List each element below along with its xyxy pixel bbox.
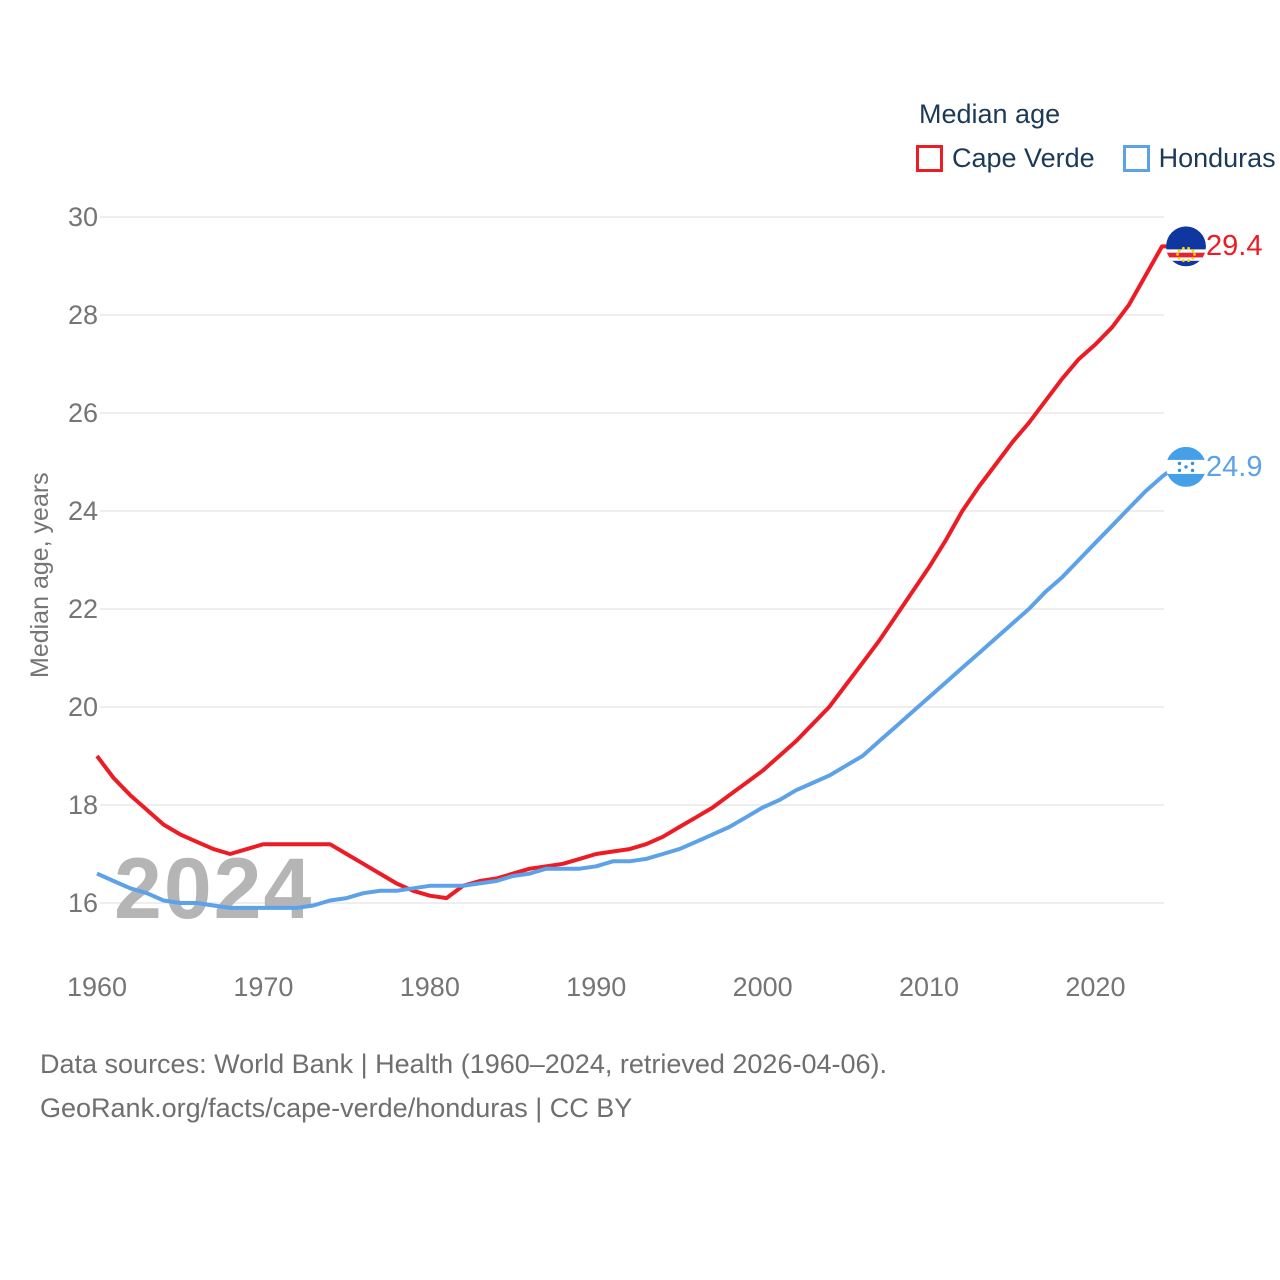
honduras-flag-icon (1166, 446, 1206, 487)
y-tick-label: 30 (67, 202, 98, 232)
y-tick-label: 18 (67, 790, 98, 820)
x-tick-label: 1970 (233, 972, 294, 1002)
watermark-year: 2024 (114, 841, 314, 937)
x-tick-label: 1990 (566, 972, 627, 1002)
y-tick-label: 22 (67, 594, 98, 624)
legend-item-label: Cape Verde (952, 143, 1095, 173)
y-tick-label: 26 (67, 398, 98, 428)
legend-title: Median age (919, 99, 1061, 129)
y-tick-label: 28 (67, 300, 98, 330)
legend-item-cape-verde[interactable]: Cape Verde (916, 143, 1095, 174)
legend-items: Cape Verde Honduras (916, 143, 1276, 174)
cape-verde-flag-icon (1166, 226, 1206, 267)
y-axis-title: Median age, years (26, 472, 54, 678)
x-tick-label: 2000 (732, 972, 793, 1002)
cape-verde-end-value: 29.4 (1206, 230, 1263, 263)
y-tick-label: 24 (67, 496, 98, 526)
legend-item-label: Honduras (1158, 143, 1276, 173)
y-tick-label: 20 (67, 692, 98, 722)
legend-item-honduras[interactable]: Honduras (1122, 143, 1276, 174)
footer-attribution: GeoRank.org/facts/cape-verde/honduras | … (40, 1093, 633, 1123)
x-tick-label: 2020 (1065, 972, 1126, 1002)
x-tick-label: 1980 (399, 972, 460, 1002)
honduras-end-value: 24.9 (1206, 450, 1263, 483)
honduras-swatch-icon (1122, 145, 1150, 172)
legend: Median age Cape Verde Honduras (916, 99, 1276, 174)
line-cape-verde (95, 244, 1175, 901)
y-tick-label: 16 (67, 888, 98, 918)
footer: Data sources: World Bank | Health (1960–… (40, 1042, 887, 1130)
footer-data-sources: Data sources: World Bank | Health (1960–… (40, 1049, 887, 1079)
cape-verde-swatch-icon (916, 145, 943, 172)
x-tick-label: 2010 (898, 972, 960, 1002)
x-tick-label: 1960 (66, 972, 128, 1002)
